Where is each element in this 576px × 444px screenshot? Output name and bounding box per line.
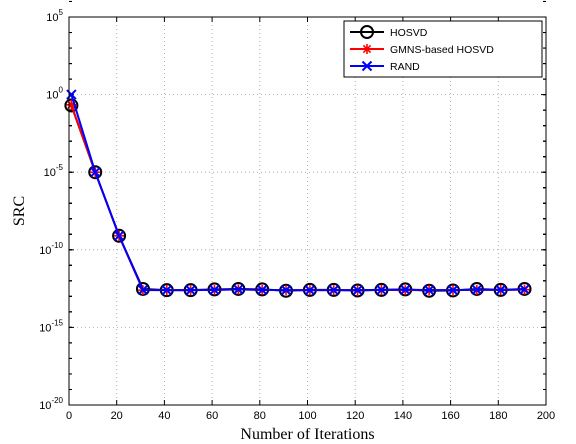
data-point-x	[280, 284, 292, 296]
x-tick-label: 60	[206, 410, 218, 422]
x-stroke	[304, 284, 316, 296]
data-point-x	[328, 284, 339, 296]
x-stroke	[519, 284, 530, 295]
x-stroke	[423, 284, 435, 296]
data-point-x	[361, 60, 373, 72]
data-point-x	[209, 284, 220, 296]
x-stroke	[471, 284, 483, 295]
x-stroke	[495, 284, 506, 296]
data-point-x	[90, 166, 101, 178]
data-point-circle	[112, 228, 127, 243]
data-point-x	[519, 284, 530, 295]
legend-item-rand: RAND	[350, 60, 420, 73]
data-point-x	[352, 284, 363, 296]
data-point-x	[304, 284, 316, 296]
data-point-circle	[88, 165, 103, 180]
x-stroke	[400, 284, 411, 295]
data-point-x	[113, 230, 125, 241]
y-tick-label: 100	[46, 86, 63, 102]
series-rand	[66, 89, 530, 296]
data-point-x	[423, 284, 435, 296]
y-tick-label: 10-20	[39, 396, 63, 412]
x-stroke	[161, 284, 172, 296]
x-tick-label: 160	[441, 410, 459, 422]
x-tick-label: 40	[158, 410, 170, 422]
star-stroke	[362, 44, 372, 54]
x-stroke	[90, 166, 101, 178]
x-tick-label: 180	[489, 410, 507, 422]
x-stroke	[352, 284, 363, 296]
data-point-x	[66, 89, 77, 100]
legend-item-gmns-based-hosvd: GMNS-based HOSVD	[350, 44, 494, 56]
x-stroke	[137, 284, 149, 296]
x-tick-label: 200	[537, 410, 555, 422]
legend-label: HOSVD	[390, 27, 428, 39]
x-tick-label: 120	[346, 410, 364, 422]
x-stroke	[361, 60, 373, 72]
data-point-circle	[360, 25, 374, 39]
data-point-x	[233, 284, 244, 295]
x-stroke	[256, 284, 268, 296]
data-point-star	[362, 44, 372, 54]
x-stroke	[376, 284, 387, 296]
y-tick-label: 10-10	[39, 241, 63, 257]
data-point-x	[376, 284, 387, 296]
axes-frame	[68, 16, 547, 406]
legend-label: RAND	[390, 61, 420, 73]
legend-label: GMNS-based HOSVD	[390, 44, 494, 56]
y-tick-label: 10-15	[39, 318, 63, 334]
y-tick-label: 105	[46, 8, 63, 24]
x-stroke	[185, 284, 196, 296]
x-tick-label: 0	[66, 410, 72, 422]
x-tick-label: 100	[298, 410, 316, 422]
x-stroke	[209, 284, 220, 296]
x-stroke	[447, 284, 459, 296]
x-tick-label: 20	[111, 410, 123, 422]
x-stroke	[66, 89, 77, 100]
data-point-x	[256, 284, 268, 296]
y-axis-label: SRC	[11, 196, 28, 226]
data-point-x	[161, 284, 172, 296]
x-tick-label: 140	[394, 410, 412, 422]
data-point-circle	[64, 98, 79, 113]
x-stroke	[233, 284, 244, 295]
series-line-rand	[70, 94, 525, 292]
legend: HOSVD GMNS-based HOSVD RAND	[343, 20, 543, 78]
x-stroke	[328, 284, 339, 296]
data-point-x	[185, 284, 196, 296]
x-axis-label: Number of Iterations	[240, 426, 374, 443]
y-tick-label: 10-5	[44, 163, 64, 179]
data-point-x	[137, 284, 149, 296]
data-point-x	[471, 284, 483, 295]
x-tick-label: 80	[254, 410, 266, 422]
data-point-x	[447, 284, 459, 296]
data-point-x	[495, 284, 506, 296]
x-stroke	[280, 284, 292, 296]
legend-item-hosvd: HOSVD	[350, 25, 428, 39]
x-stroke	[113, 230, 125, 241]
data-point-x	[400, 284, 411, 295]
